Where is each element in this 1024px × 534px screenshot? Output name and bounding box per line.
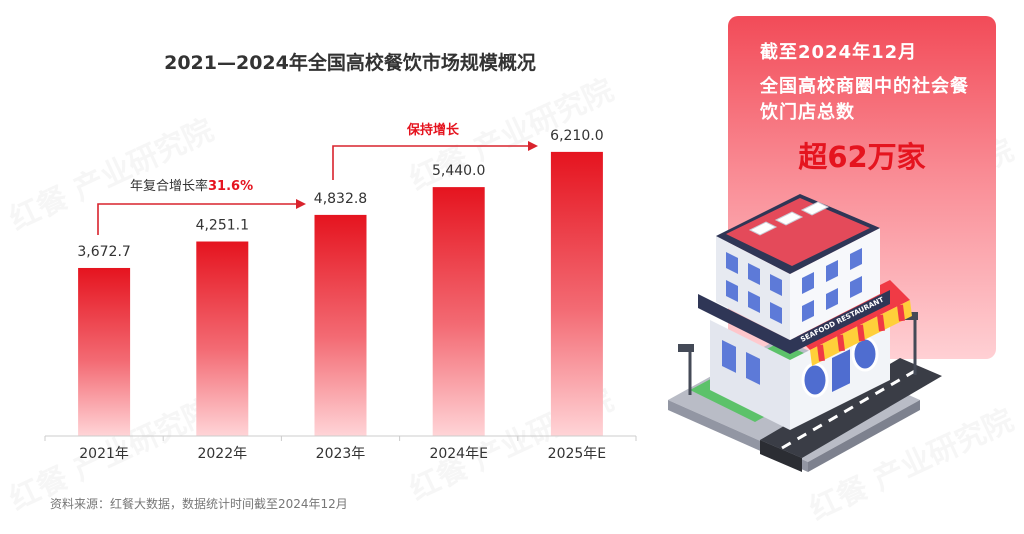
x-tick-label: 2022年	[197, 446, 247, 462]
promo-highlight: 超62万家	[798, 140, 926, 174]
cagr-arrow	[97, 199, 306, 235]
growth-arrow	[332, 141, 538, 180]
bar-2022年	[196, 241, 249, 436]
promo-date: 截至2024年12月	[760, 42, 918, 63]
source-note: 资料来源：红餐大数据，数据统计时间截至2024年12月	[50, 497, 348, 511]
restaurant-illustration: SEAFOOD RESTAURANT	[668, 194, 942, 472]
chart-title: 2021—2024年全国高校餐饮市场规模概况	[164, 52, 536, 74]
bar-value-label: 3,672.7	[77, 244, 130, 260]
cagr-prefix: 年复合增长率	[130, 178, 208, 194]
bar-2025年E	[550, 151, 603, 436]
bar-value-label: 5,440.0	[432, 163, 485, 179]
bar-value-label: 4,251.1	[196, 218, 249, 234]
bar-value-label: 6,210.0	[550, 128, 603, 144]
bar-chart: 2021年 2022年 2023年 2024年E 2025年E 3,672.7 4,251…	[44, 122, 637, 462]
bar-value-label: 4,832.8	[314, 191, 367, 207]
growth-annotation: 保持增长	[406, 122, 460, 138]
bar-2024年E	[432, 187, 485, 436]
cagr-value: 31.6%	[208, 179, 253, 194]
bar-2023年	[314, 214, 367, 436]
promo-description: 全国高校商圈中的社会餐饮门店总数	[760, 76, 969, 123]
x-tick-label: 2025年E	[548, 446, 606, 462]
x-tick-label: 2023年	[316, 446, 366, 462]
x-tick-label: 2021年	[79, 446, 129, 462]
cagr-annotation: 年复合增长率31.6%	[130, 178, 253, 194]
bar-2021年	[78, 267, 131, 436]
x-tick-label: 2024年E	[429, 446, 487, 462]
